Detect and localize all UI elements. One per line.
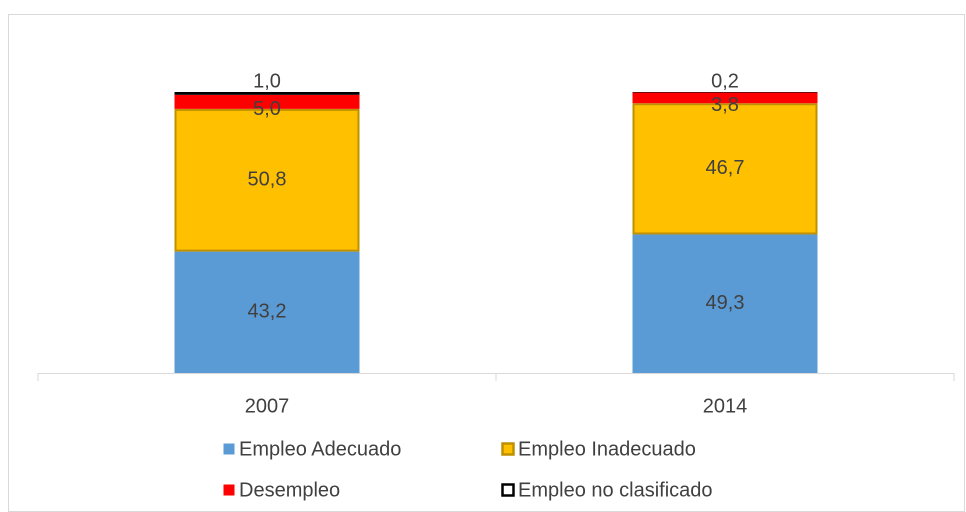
legend-swatch	[501, 483, 515, 497]
bar-segment	[632, 103, 818, 235]
bar-segment	[174, 94, 360, 109]
legend-label: Empleo Adecuado	[239, 438, 401, 460]
data-label: 3,8	[711, 94, 739, 116]
data-label: 49,3	[706, 292, 745, 314]
bar-segment	[632, 92, 818, 104]
legend-swatch	[223, 484, 235, 496]
chart-border	[8, 14, 965, 512]
legend-label: Desempleo	[239, 479, 340, 501]
bar-segment	[174, 92, 360, 95]
legend-label: Empleo Inadecuado	[518, 438, 696, 460]
bar-segment	[632, 234, 818, 373]
bar-segment	[174, 108, 360, 252]
data-label: 1,0	[253, 70, 281, 92]
bar-segment	[632, 92, 818, 93]
legend-label: Empleo no clasificado	[518, 479, 713, 501]
data-label: 0,2	[711, 70, 739, 92]
data-label: 50,8	[248, 169, 287, 191]
x-tick-label: 2007	[245, 395, 290, 417]
data-label: 43,2	[248, 301, 287, 323]
bar-segment	[174, 251, 360, 373]
data-label: 46,7	[706, 157, 745, 179]
data-label: 5,0	[253, 98, 281, 120]
x-tick-label: 2014	[703, 395, 748, 417]
legend-swatch	[501, 442, 515, 456]
legend-swatch	[223, 443, 235, 455]
